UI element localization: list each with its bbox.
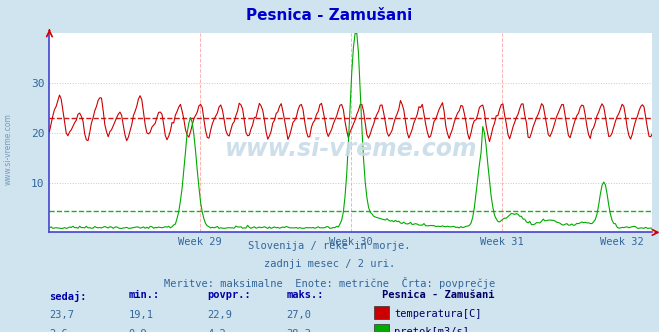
Text: www.si-vreme.com: www.si-vreme.com	[3, 114, 13, 185]
Text: 0,9: 0,9	[129, 329, 147, 332]
Text: 19,1: 19,1	[129, 310, 154, 320]
Text: www.si-vreme.com: www.si-vreme.com	[225, 137, 477, 161]
Text: 2,6: 2,6	[49, 329, 68, 332]
Text: 23,7: 23,7	[49, 310, 74, 320]
Text: pretok[m3/s]: pretok[m3/s]	[394, 327, 469, 332]
Text: maks.:: maks.:	[287, 290, 324, 300]
Text: 27,0: 27,0	[287, 310, 312, 320]
Text: Pesnica - Zamušani: Pesnica - Zamušani	[246, 8, 413, 23]
Text: povpr.:: povpr.:	[208, 290, 251, 300]
Text: Slovenija / reke in morje.: Slovenija / reke in morje.	[248, 241, 411, 251]
Text: Meritve: maksimalne  Enote: metrične  Črta: povprečje: Meritve: maksimalne Enote: metrične Črta…	[164, 277, 495, 289]
Text: sedaj:: sedaj:	[49, 290, 87, 301]
Text: min.:: min.:	[129, 290, 159, 300]
Text: 4,2: 4,2	[208, 329, 226, 332]
Text: 38,3: 38,3	[287, 329, 312, 332]
Text: 22,9: 22,9	[208, 310, 233, 320]
Text: Pesnica - Zamušani: Pesnica - Zamušani	[382, 290, 495, 300]
Text: temperatura[C]: temperatura[C]	[394, 309, 482, 319]
Text: zadnji mesec / 2 uri.: zadnji mesec / 2 uri.	[264, 259, 395, 269]
